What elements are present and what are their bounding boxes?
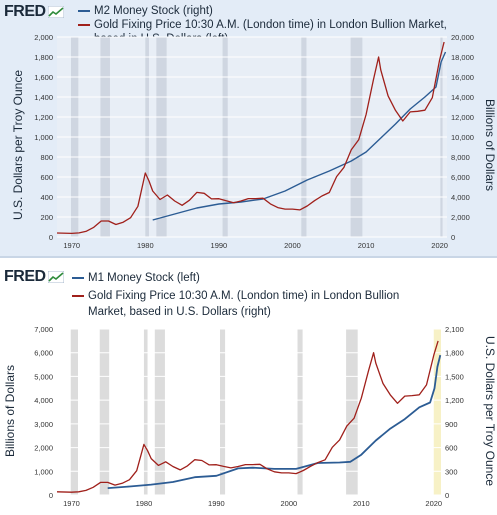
fred-logo: FRED bbox=[4, 3, 46, 20]
gold-legend-swatch bbox=[72, 295, 84, 297]
y-left-tick-label: 1,000 bbox=[34, 467, 53, 476]
y-left-tick-label: 6,000 bbox=[34, 349, 53, 358]
bottom-y-left-axis-label: Billions of Dollars bbox=[3, 365, 17, 457]
y-left-tick-label: 0 bbox=[49, 233, 53, 242]
gold-legend-label: Gold Fixing Price 10:30 A.M. (London tim… bbox=[88, 290, 400, 302]
y-right-tick-label: 14,000 bbox=[451, 93, 474, 102]
y-right-tick-label: 10,000 bbox=[451, 133, 474, 142]
y-right-tick-label: 2,100 bbox=[445, 325, 464, 334]
y-right-tick-label: 600 bbox=[445, 444, 458, 453]
y-right-tick-label: 0 bbox=[451, 233, 455, 242]
y-right-tick-label: 1,800 bbox=[445, 349, 464, 358]
recession-band bbox=[70, 329, 79, 495]
y-left-tick-label: 3,000 bbox=[34, 420, 53, 429]
recession-band bbox=[297, 329, 303, 495]
y-right-tick-label: 18,000 bbox=[451, 53, 474, 62]
fred-graph-icon bbox=[48, 6, 64, 18]
x-tick-label: 2000 bbox=[281, 499, 298, 508]
gold-price-line bbox=[56, 41, 445, 235]
y-left-tick-label: 400 bbox=[40, 193, 53, 202]
y-left-tick-label: 7,000 bbox=[34, 325, 53, 334]
x-tick-label: 1980 bbox=[136, 499, 153, 508]
top-y-left-axis-label: U.S. Dollars per Troy Ounce bbox=[11, 70, 25, 220]
recession-band bbox=[143, 329, 148, 495]
money-stock-line bbox=[107, 354, 442, 489]
y-right-tick-label: 300 bbox=[445, 467, 458, 476]
y-left-tick-label: 4,000 bbox=[34, 396, 53, 405]
x-tick-label: 1970 bbox=[63, 499, 80, 508]
gold-legend-label-cont: Market, based in U.S. Dollars (right) bbox=[88, 306, 271, 318]
recession-band bbox=[220, 329, 226, 495]
y-right-tick-label: 900 bbox=[445, 420, 458, 429]
x-tick-label: 2010 bbox=[358, 241, 375, 250]
y-right-tick-label: 12,000 bbox=[451, 113, 474, 122]
x-tick-label: 2000 bbox=[284, 241, 301, 250]
recession-band bbox=[99, 329, 110, 495]
m1-legend-label: M1 Money Stock (left) bbox=[88, 272, 200, 284]
y-right-tick-label: 20,000 bbox=[451, 33, 474, 42]
y-right-tick-label: 2,000 bbox=[451, 213, 470, 222]
y-right-tick-label: 0 bbox=[445, 491, 449, 500]
gold-legend-swatch bbox=[78, 24, 90, 26]
top-chart: 0 200 400 600 800 1,000 1,200 1,400 1,600 1,800 2,… bbox=[11, 33, 497, 250]
fred-logo: FRED bbox=[4, 268, 46, 285]
top-chart-panel: FRED M2 Money Stock (right) Gold Fixing … bbox=[0, 0, 497, 258]
bottom-chart-panel: FRED M1 Money Stock (left) Gold Fixing P… bbox=[0, 258, 497, 515]
y-left-tick-label: 5,000 bbox=[34, 372, 53, 381]
y-right-tick-label: 1,200 bbox=[445, 396, 464, 405]
y-left-tick-label: 1,400 bbox=[34, 93, 53, 102]
y-left-tick-label: 2,000 bbox=[34, 33, 53, 42]
recession-band bbox=[346, 329, 358, 495]
x-tick-label: 1970 bbox=[63, 241, 80, 250]
m2-legend-swatch bbox=[78, 10, 90, 12]
x-tick-label: 1990 bbox=[211, 241, 228, 250]
gold-price-line bbox=[56, 340, 439, 493]
x-tick-label: 2010 bbox=[353, 499, 370, 508]
y-left-tick-label: 0 bbox=[49, 491, 53, 500]
y-left-tick-label: 200 bbox=[40, 213, 53, 222]
y-right-tick-label: 4,000 bbox=[451, 193, 470, 202]
bottom-y-right-axis-label: U.S. Dollars per Troy Ounce bbox=[483, 336, 497, 486]
m2-legend-label: M2 Money Stock (right) bbox=[94, 5, 213, 17]
y-right-tick-label: 8,000 bbox=[451, 153, 470, 162]
x-tick-label: 2020 bbox=[425, 499, 442, 508]
highlight-band bbox=[433, 329, 441, 495]
y-left-tick-label: 1,800 bbox=[34, 53, 53, 62]
gold-legend-label: Gold Fixing Price 10:30 A.M. (London tim… bbox=[94, 19, 447, 31]
recession-band bbox=[154, 329, 165, 495]
y-left-tick-label: 800 bbox=[40, 153, 53, 162]
bottom-chart: 0 1,000 2,000 3,000 4,000 5,000 6,000 7,000 0 300… bbox=[3, 325, 497, 508]
y-right-tick-label: 1,500 bbox=[445, 372, 464, 381]
y-left-tick-label: 600 bbox=[40, 173, 53, 182]
y-right-tick-label: 16,000 bbox=[451, 73, 474, 82]
fred-graph-icon bbox=[48, 271, 64, 283]
x-tick-label: 2020 bbox=[431, 241, 448, 250]
y-right-tick-label: 6,000 bbox=[451, 173, 470, 182]
y-left-tick-label: 1,600 bbox=[34, 73, 53, 82]
y-left-tick-label: 2,000 bbox=[34, 444, 53, 453]
money-stock-line bbox=[152, 51, 447, 221]
y-left-tick-label: 1,000 bbox=[34, 133, 53, 142]
x-tick-label: 1980 bbox=[137, 241, 154, 250]
y-left-tick-label: 1,200 bbox=[34, 113, 53, 122]
panel-divider bbox=[0, 256, 497, 259]
plot-area bbox=[57, 329, 441, 495]
top-y-right-axis-label: Billions of Dollars bbox=[483, 99, 497, 191]
m1-legend-swatch bbox=[72, 277, 84, 279]
x-tick-label: 1990 bbox=[208, 499, 225, 508]
